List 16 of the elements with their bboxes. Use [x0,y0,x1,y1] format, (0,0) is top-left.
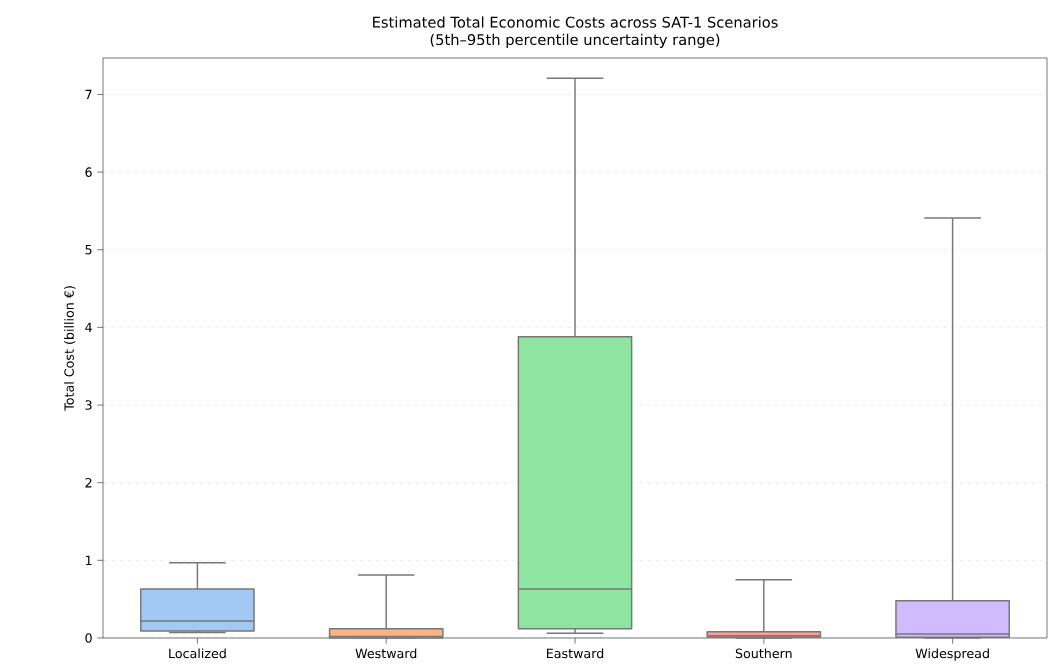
y-tick-label: 6 [85,167,92,177]
y-tick-label: 0 [85,633,92,643]
x-tick-label: Westward [355,648,417,659]
x-tick-label: Eastward [547,648,604,659]
x-tick-label: Localized [169,648,226,659]
y-tick-label: 1 [85,555,92,565]
y-tick-label: 7 [85,89,92,100]
y-axis-title: Total Cost (billion €) [64,286,76,411]
y-tick-label: 5 [85,245,92,255]
chart-title: Estimated Total Economic Costs across SAT-1 Scenarios [373,16,778,28]
x-tick-label: Southern [735,648,792,659]
y-tick-label: 3 [85,400,92,410]
y-tick-label: 4 [85,322,92,333]
x-tick-label: Widespread [915,648,989,661]
chart-subtitle: (5th–95th percentile uncertainty range) [430,33,720,48]
y-tick-label: 2 [85,477,92,488]
